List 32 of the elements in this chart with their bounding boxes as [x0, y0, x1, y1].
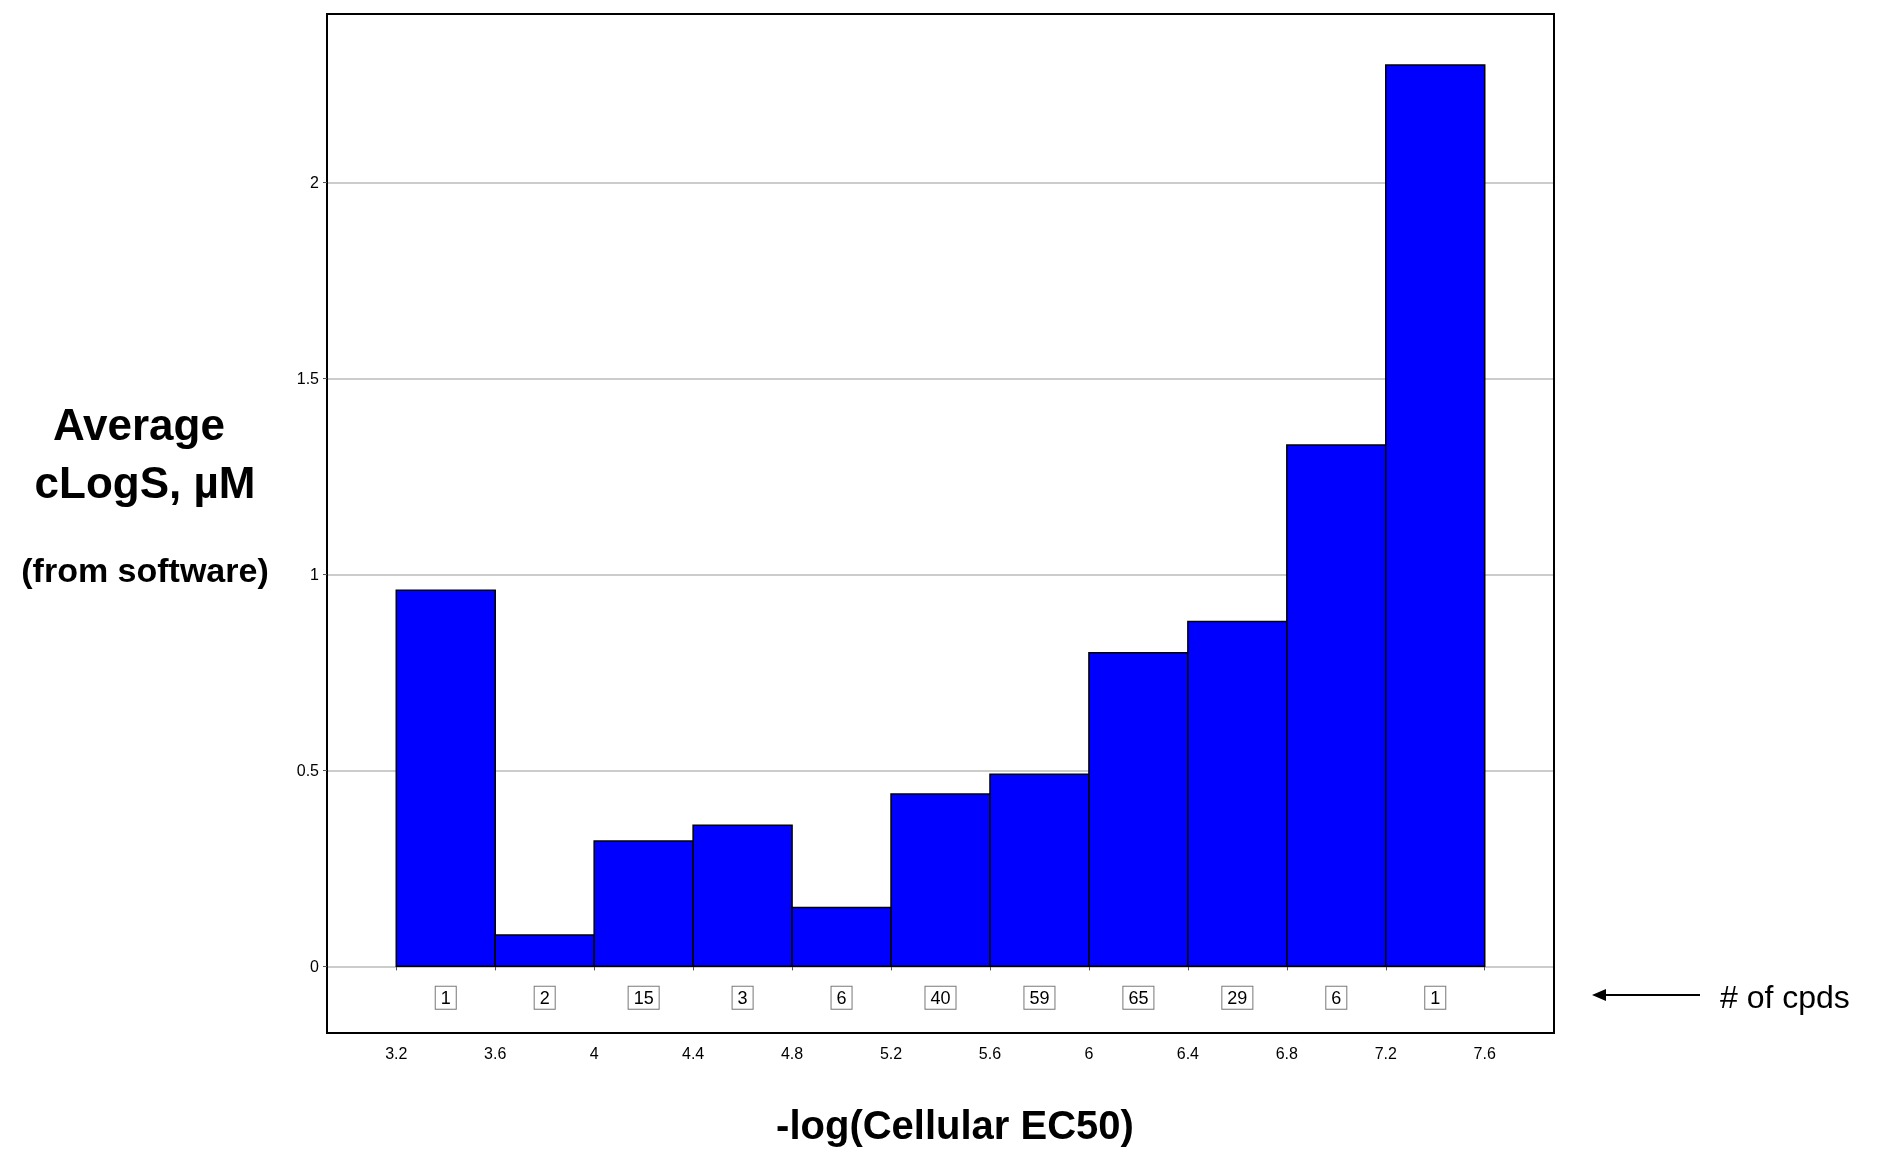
annotation: 15 [633, 987, 654, 1008]
annotation: 3 [737, 987, 748, 1008]
annotation: 1 [440, 987, 451, 1008]
annotation: 40 [930, 987, 951, 1008]
x-tick-label: 7.2 [1374, 1044, 1397, 1062]
x-tick-label: 7.6 [1473, 1044, 1496, 1062]
y-tick-label: 0 [310, 957, 320, 975]
x-axis-title: -log(Cellular EC50) [776, 1103, 1134, 1147]
annotation: 2 [539, 987, 550, 1008]
x-tick-label: 4.4 [682, 1044, 705, 1062]
x-tick-label: 4 [589, 1044, 599, 1062]
annotation: 1 [1430, 987, 1441, 1008]
text: # of cpds [1720, 979, 1850, 1015]
y-tick-label: 2 [310, 174, 320, 192]
y-tick-label: 1 [310, 565, 320, 583]
x-tick-label: 5.6 [978, 1044, 1002, 1062]
y-axis-title: Average cLogS, µM [34, 399, 256, 507]
annotation: 59 [1029, 987, 1050, 1008]
annotation: 6 [836, 987, 847, 1008]
annotation: 29 [1227, 987, 1248, 1008]
annotation: 6 [1331, 987, 1342, 1008]
x-tick-label: 4.8 [780, 1044, 804, 1062]
x-tick-label: 6 [1084, 1044, 1094, 1062]
annotation: 65 [1128, 987, 1149, 1008]
y-tick-label: 0.5 [296, 761, 320, 779]
x-tick-label: 6.4 [1176, 1044, 1200, 1062]
x-tick-label: 3.2 [385, 1044, 408, 1062]
text: (from software) [21, 551, 269, 589]
y-tick-label: 1.5 [296, 369, 320, 387]
x-tick-label: 6.8 [1275, 1044, 1299, 1062]
x-tick-label: 5.2 [879, 1044, 903, 1062]
x-tick-label: 3.6 [484, 1044, 507, 1062]
